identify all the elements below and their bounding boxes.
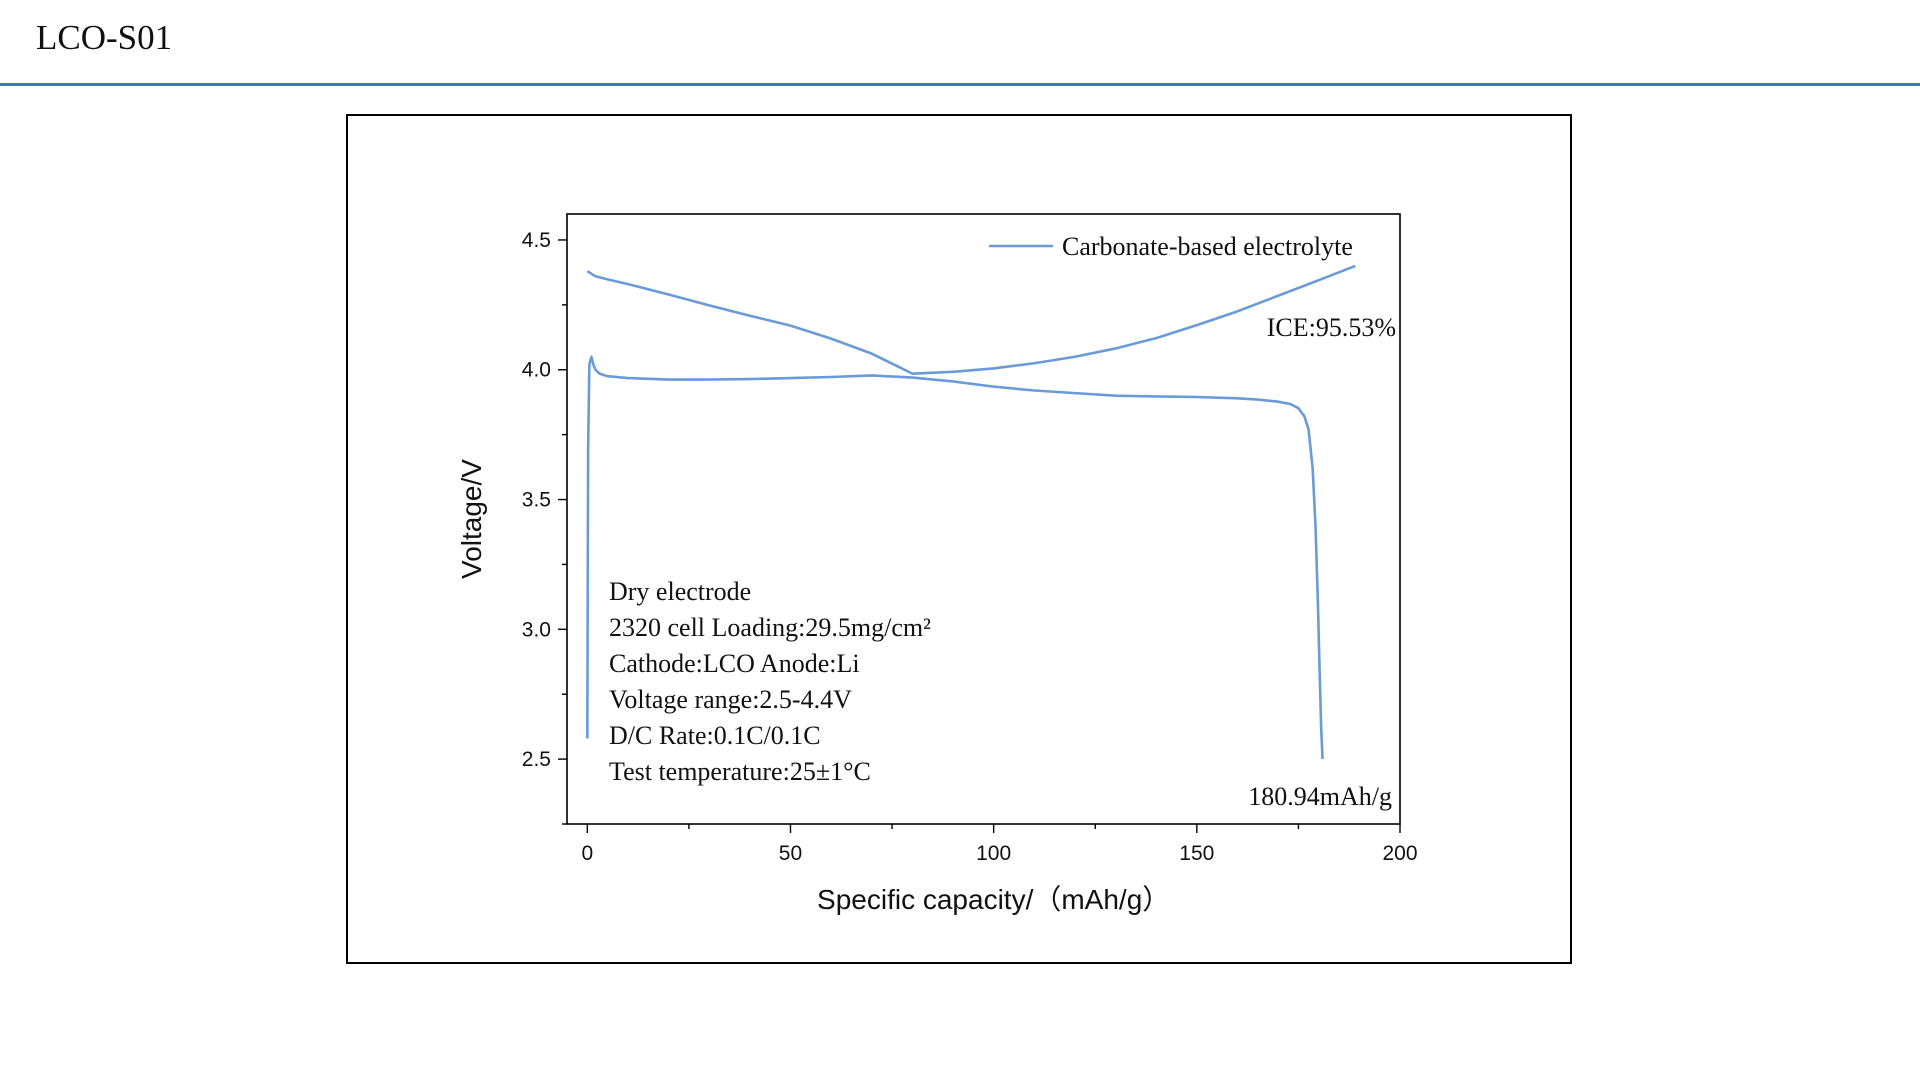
voltage-capacity-chart: 0 50 100 150 200 2.5 3.0 3.5 4.0 4.5 Voltage/V Sp… [456,213,1418,915]
plot-border [566,213,1401,825]
x-tick-label: 200 [1382,842,1417,865]
annotation-layer: Voltage/V Specific capacity/（mAh/g） Carb… [456,232,1396,915]
y-tick-label: 3.5 [522,489,551,512]
condition-line: 2320 cell Loading:29.5mg/cm² [609,613,931,642]
x-tick-label: 50 [779,842,802,865]
y-tick-label: 4.0 [522,359,551,382]
x-tick-label: 100 [976,842,1011,865]
figure-frame: 0 50 100 150 200 2.5 3.0 3.5 4.0 4.5 Voltage/V Sp… [346,114,1572,964]
y-axis-title: Voltage/V [456,459,487,579]
capacity-annotation: 180.94mAh/g [1248,782,1392,811]
legend-label: Carbonate-based electrolyte [1062,232,1353,261]
x-tick-label: 150 [1179,842,1214,865]
x-tick-label: 0 [581,842,593,865]
x-axis-title: Specific capacity/（mAh/g） [817,884,1170,915]
condition-line: Test temperature:25±1°C [609,757,871,786]
header-rule [0,83,1920,86]
y-tick-label: 3.0 [522,618,551,641]
curve-layer [586,244,1356,760]
ice-annotation: ICE:95.53% [1267,313,1396,342]
condition-line: Dry electrode [609,577,751,606]
slide-title: LCO-S01 [36,18,173,57]
discharge-curve [586,264,1356,375]
axes-layer: 0 50 100 150 200 2.5 3.0 3.5 4.0 4.5 [522,213,1418,865]
y-tick-label: 2.5 [522,748,551,771]
condition-line: Voltage range:2.5-4.4V [609,685,852,714]
condition-line: Cathode:LCO Anode:Li [609,649,860,678]
charge-curve [586,355,1324,760]
y-tick-label: 4.5 [522,229,551,252]
condition-line: D/C Rate:0.1C/0.1C [609,721,821,750]
